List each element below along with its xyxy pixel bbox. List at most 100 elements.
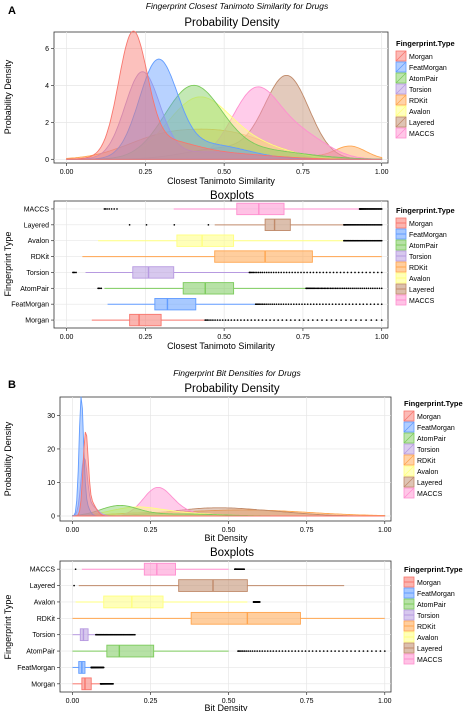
outlier-high-featmorgan	[277, 303, 280, 306]
outlier-high-morgan	[281, 319, 284, 321]
outlier-high-atompair	[238, 650, 241, 652]
x-tick-label: 0.50	[217, 169, 231, 176]
outlier-high-torsion	[373, 271, 375, 274]
outlier-high-torsion	[380, 271, 383, 274]
legend-key-slash-morgan	[395, 50, 407, 62]
outlier-high-morgan	[289, 319, 292, 321]
outlier-high-atompair	[249, 650, 252, 652]
legend-label-torsion: Torsion	[409, 87, 432, 94]
outlier-high-morgan	[321, 319, 323, 321]
outlier-high-atompair	[371, 287, 374, 290]
y-tick-label: MACCS	[30, 567, 56, 574]
outlier-high-atompair	[329, 287, 332, 290]
outlier-high-morgan	[277, 319, 280, 321]
outlier-high-atompair	[330, 650, 333, 652]
outlier-high-featmorgan	[334, 303, 337, 306]
x-tick-label: 0.75	[300, 698, 314, 705]
legend-label-avalon: Avalon	[417, 635, 438, 642]
outlier-high-featmorgan	[341, 303, 344, 306]
y-tick-label: RDKit	[37, 616, 55, 623]
outlier-high-torsion	[339, 271, 342, 274]
y-tick-label: FeatMorgan	[17, 665, 55, 672]
outlier-high-torsion	[325, 271, 328, 274]
outlier-high-atompair	[275, 650, 278, 652]
outlier-high-featmorgan	[355, 303, 358, 306]
outlier-high-torsion	[350, 271, 353, 274]
panel-letter: A	[8, 5, 16, 17]
legend-key-slash-maccs	[395, 127, 407, 139]
outlier-high-morgan	[250, 319, 253, 321]
outlier-high-torsion	[261, 271, 264, 274]
figure-title: Fingerprint Closest Tanimoto Similarity …	[146, 1, 329, 11]
outlier-high-atompair	[347, 287, 350, 290]
x-axis-label: Closest Tanimoto Similarity	[167, 176, 275, 186]
outlier-high-atompair	[272, 650, 275, 652]
legend-label-rdkit: RDKit	[417, 624, 435, 631]
x-tick-label: 0.25	[139, 169, 153, 176]
x-tick-label: 0.75	[296, 169, 310, 176]
outlier-high-featmorgan	[265, 303, 268, 306]
outlier-high-featmorgan	[325, 303, 327, 306]
outlier-high-featmorgan	[369, 303, 372, 306]
outlier-high-morgan	[257, 319, 260, 321]
y-tick-label: 20	[47, 446, 55, 453]
outlier-high-morgan	[243, 319, 246, 321]
legend-label-atompair: AtomPair	[409, 76, 438, 83]
outlier-high-morgan	[340, 319, 342, 321]
outlier-high-torsion	[291, 271, 294, 274]
box-rdkit	[190, 611, 301, 625]
outlier-high-torsion	[312, 271, 315, 274]
outlier-high-atompair	[281, 650, 284, 652]
outlier-high-atompair	[320, 287, 323, 290]
outlier-high-torsion	[257, 271, 260, 274]
y-tick-label: Torsion	[26, 270, 49, 277]
outlier-high-atompair	[247, 650, 250, 652]
outlier-high-featmorgan	[102, 666, 105, 669]
outlier-high-featmorgan	[373, 303, 376, 306]
outlier-high-atompair	[315, 287, 317, 290]
outlier-high-morgan	[221, 319, 224, 321]
outlier-low-maccs	[110, 208, 113, 210]
outlier-high-atompair	[350, 650, 352, 652]
outlier-high-morgan	[350, 319, 352, 321]
outlier-high-atompair	[256, 650, 259, 652]
legend-label-morgan: Morgan	[409, 54, 433, 61]
y-axis-label: Fingerprint Type	[3, 595, 13, 660]
x-tick-label: 0.25	[144, 698, 158, 705]
outlier-high-atompair	[383, 650, 386, 652]
y-tick-label: RDKit	[31, 254, 49, 261]
legend-label-torsion: Torsion	[409, 254, 432, 261]
outlier-high-morgan	[355, 319, 357, 321]
chart-b-density: Fingerprint Bit Densities for Drugs B 0.00…	[3, 368, 463, 543]
outlier-high-torsion	[134, 633, 136, 636]
outlier-high-torsion	[354, 271, 356, 274]
outlier-high-morgan	[273, 319, 275, 321]
outlier-high-torsion	[361, 271, 364, 274]
outlier-high-morgan	[285, 319, 288, 321]
outlier-high-torsion	[319, 271, 321, 274]
outlier-high-torsion	[250, 271, 252, 274]
outlier-high-atompair	[363, 287, 366, 290]
legend-label-avalon: Avalon	[409, 109, 430, 116]
density-area-rdkit	[72, 509, 386, 517]
x-tick-label: 0.25	[139, 334, 153, 341]
plot-panel	[59, 396, 392, 522]
legend-key-slash-featmorgan	[403, 421, 415, 433]
legend-label-rdkit: RDKit	[417, 458, 435, 465]
outlier-high-torsion	[288, 271, 291, 274]
box-atompair	[106, 644, 155, 658]
outlier-high-featmorgan	[275, 303, 278, 306]
outlier-high-atompair	[378, 287, 381, 290]
outlier-high-atompair	[321, 287, 324, 290]
outlier-low-torsion	[73, 271, 76, 274]
outlier-high-torsion	[280, 271, 283, 274]
outlier-high-featmorgan	[312, 303, 315, 306]
outlier-high-torsion	[322, 271, 325, 274]
x-tick-label: 0.00	[60, 334, 74, 341]
outlier-high-atompair	[379, 650, 382, 652]
box-torsion	[79, 628, 89, 642]
outlier-high-morgan	[375, 319, 378, 321]
outlier-high-torsion	[285, 271, 288, 274]
outlier-high-featmorgan	[258, 303, 261, 306]
